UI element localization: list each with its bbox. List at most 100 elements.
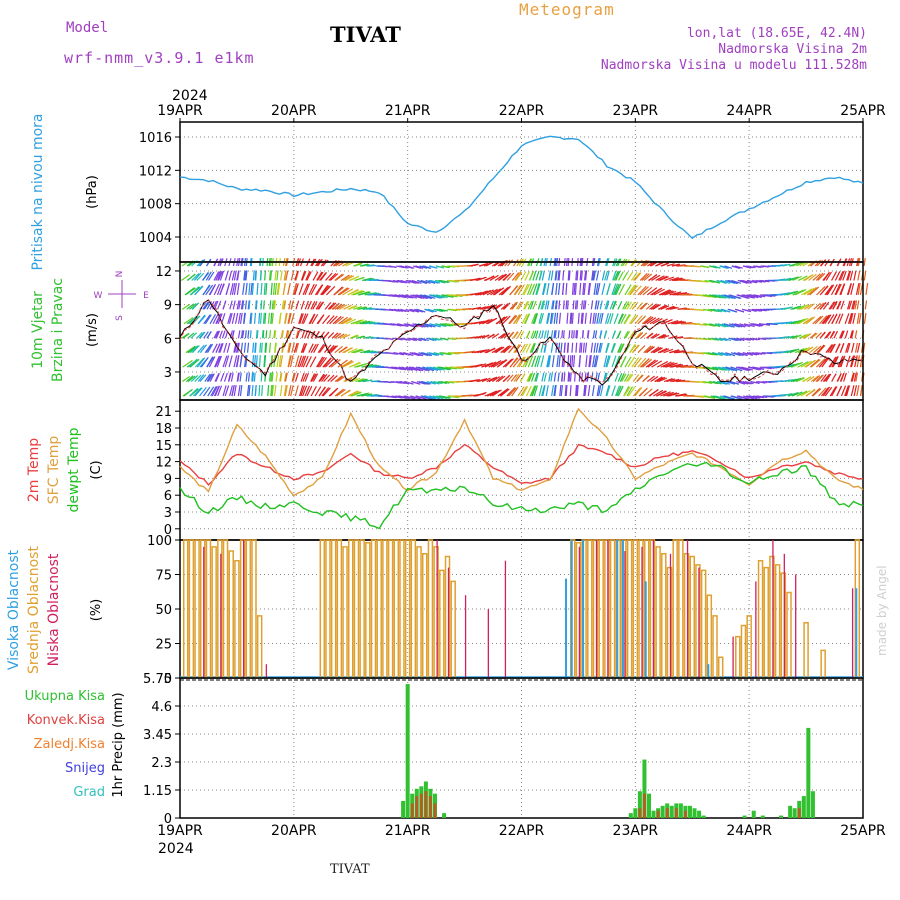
wind-barb [597, 372, 601, 382]
wind-barb [319, 357, 328, 368]
wind-barb [639, 358, 650, 368]
precip-total-bar [742, 815, 747, 818]
precip-total-bar [642, 759, 647, 818]
cloud-ytick-label: 0 [164, 672, 172, 687]
wind-barb [239, 312, 243, 324]
wind-barb [595, 282, 599, 295]
wind-barb [316, 259, 322, 267]
wind-barb [213, 330, 219, 339]
cloud-mid-bar [678, 539, 684, 678]
wind-barb [338, 316, 348, 325]
wind-barb [332, 315, 342, 325]
wind-barb [588, 355, 591, 368]
wind-barb [656, 360, 668, 368]
wind-barb [502, 315, 511, 325]
bottom-date-label: 22APR [499, 823, 545, 839]
wind-barb [207, 271, 215, 281]
wind-barb [831, 373, 837, 382]
wind-barb [501, 285, 512, 296]
cloud-mid-bar [740, 624, 747, 678]
wind-barb [400, 279, 411, 284]
wind-barb [733, 352, 744, 357]
wind-barb [304, 330, 309, 339]
precip-unit: 1hr Precip (mm) [111, 692, 126, 797]
wind-barb [515, 271, 522, 281]
wind-barb [393, 294, 406, 299]
wind-barb [646, 287, 658, 296]
wind-barb [229, 300, 233, 310]
wind-barb [840, 385, 847, 397]
wind-barb [580, 270, 583, 281]
cloud-mid-bar [399, 539, 405, 678]
wind-barb [251, 282, 254, 295]
wind-barb [668, 335, 677, 339]
pressure-ytick-label: 1008 [139, 198, 172, 213]
temperature-ytick-label: 9 [164, 472, 172, 487]
wind-barb [240, 300, 244, 310]
wind-barb [479, 289, 492, 296]
wind-barb [246, 342, 250, 353]
precip-total-bar [660, 805, 665, 818]
wind-barb [541, 372, 545, 382]
wind-barb [301, 355, 307, 368]
wind-barb [613, 313, 619, 324]
wind-barb [218, 330, 223, 339]
wind-barb [429, 323, 441, 328]
wind-barb [203, 331, 209, 339]
cloud-mid-bar [387, 539, 394, 678]
precip-conv-bar [428, 796, 432, 818]
wind-barb [739, 323, 751, 328]
wind-barb [500, 388, 510, 397]
wind-barb [513, 284, 522, 296]
wind-barb [561, 372, 564, 382]
precip-legend-label: Konvek.Kisa [27, 713, 105, 728]
wind-barb [338, 346, 348, 354]
wind-barb [188, 315, 198, 325]
wind-barb [578, 372, 581, 382]
wind-compass-s: S [115, 315, 125, 321]
wind-barb [324, 301, 332, 310]
wind-barb [422, 380, 431, 385]
wind-barb [533, 313, 539, 324]
wind-barb [819, 285, 829, 296]
precip-total-bar [697, 810, 702, 818]
wind-barb [601, 283, 606, 296]
wind-barb [721, 294, 734, 299]
wind-barb [851, 372, 855, 382]
wind-barb [637, 357, 647, 368]
wind-barb [736, 337, 745, 342]
wind-barb [603, 372, 607, 382]
wind-barb [789, 348, 800, 354]
wind-barb [846, 342, 851, 353]
wind-barb [240, 330, 244, 339]
wind-barb [262, 312, 265, 324]
wind-barb [287, 342, 291, 353]
wind-barb [329, 315, 338, 325]
wind-barb [334, 333, 342, 339]
wind-barb [418, 380, 428, 385]
wind-barb [513, 373, 520, 382]
precip-ytick-label: 1.15 [143, 784, 172, 799]
wind-barb [482, 289, 494, 296]
wind-barb [587, 282, 591, 295]
wind-barb [712, 265, 721, 269]
wind-barb [396, 323, 408, 328]
wind-barb [471, 306, 482, 310]
model-elevation-label: Nadmorska Visina u modelu 111.528m [600, 58, 867, 73]
wind-barb [853, 385, 858, 397]
wind-barb [710, 279, 721, 284]
wind-barb [416, 308, 426, 313]
wind-barb [314, 284, 323, 296]
wind-barb [570, 312, 573, 324]
wind-barb [666, 392, 678, 397]
wind-barb [829, 343, 836, 353]
wind-barb [824, 314, 832, 325]
wind-barb [643, 345, 652, 354]
wind-barb [753, 294, 766, 298]
wind-barb [423, 294, 436, 299]
wind-barb [512, 331, 519, 339]
wind-barb [695, 323, 707, 327]
wind-barb [812, 273, 821, 281]
wind-barb [540, 300, 545, 310]
wind-barb [538, 330, 542, 339]
